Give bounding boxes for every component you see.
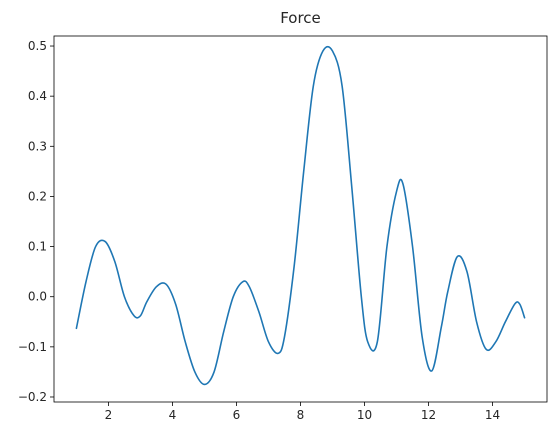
x-tick-label: 10 <box>357 408 372 422</box>
force-series-line <box>75 45 526 386</box>
y-tick-label: 0.0 <box>28 290 47 304</box>
series-layer <box>75 45 526 386</box>
x-tick-label: 4 <box>169 408 177 422</box>
x-tick-label: 12 <box>421 408 436 422</box>
y-tick-label: −0.2 <box>18 390 47 404</box>
x-tick-label: 2 <box>105 408 113 422</box>
plot-area <box>54 36 547 402</box>
x-axis: 2 4 6 8 10 12 14 <box>105 402 500 422</box>
y-tick-label: −0.1 <box>18 340 47 354</box>
y-tick-label: 0.2 <box>28 189 47 203</box>
y-tick-label: 0.1 <box>28 240 47 254</box>
x-tick-label: 6 <box>233 408 241 422</box>
y-axis: −0.2 −0.1 0.0 0.1 0.2 0.3 0.4 0.5 <box>18 39 54 404</box>
chart-title: Force <box>280 9 321 27</box>
x-tick-label: 14 <box>485 408 500 422</box>
y-tick-label: 0.5 <box>28 39 47 53</box>
y-tick-label: 0.4 <box>28 89 47 103</box>
y-tick-label: 0.3 <box>28 139 47 153</box>
x-tick-label: 8 <box>297 408 305 422</box>
